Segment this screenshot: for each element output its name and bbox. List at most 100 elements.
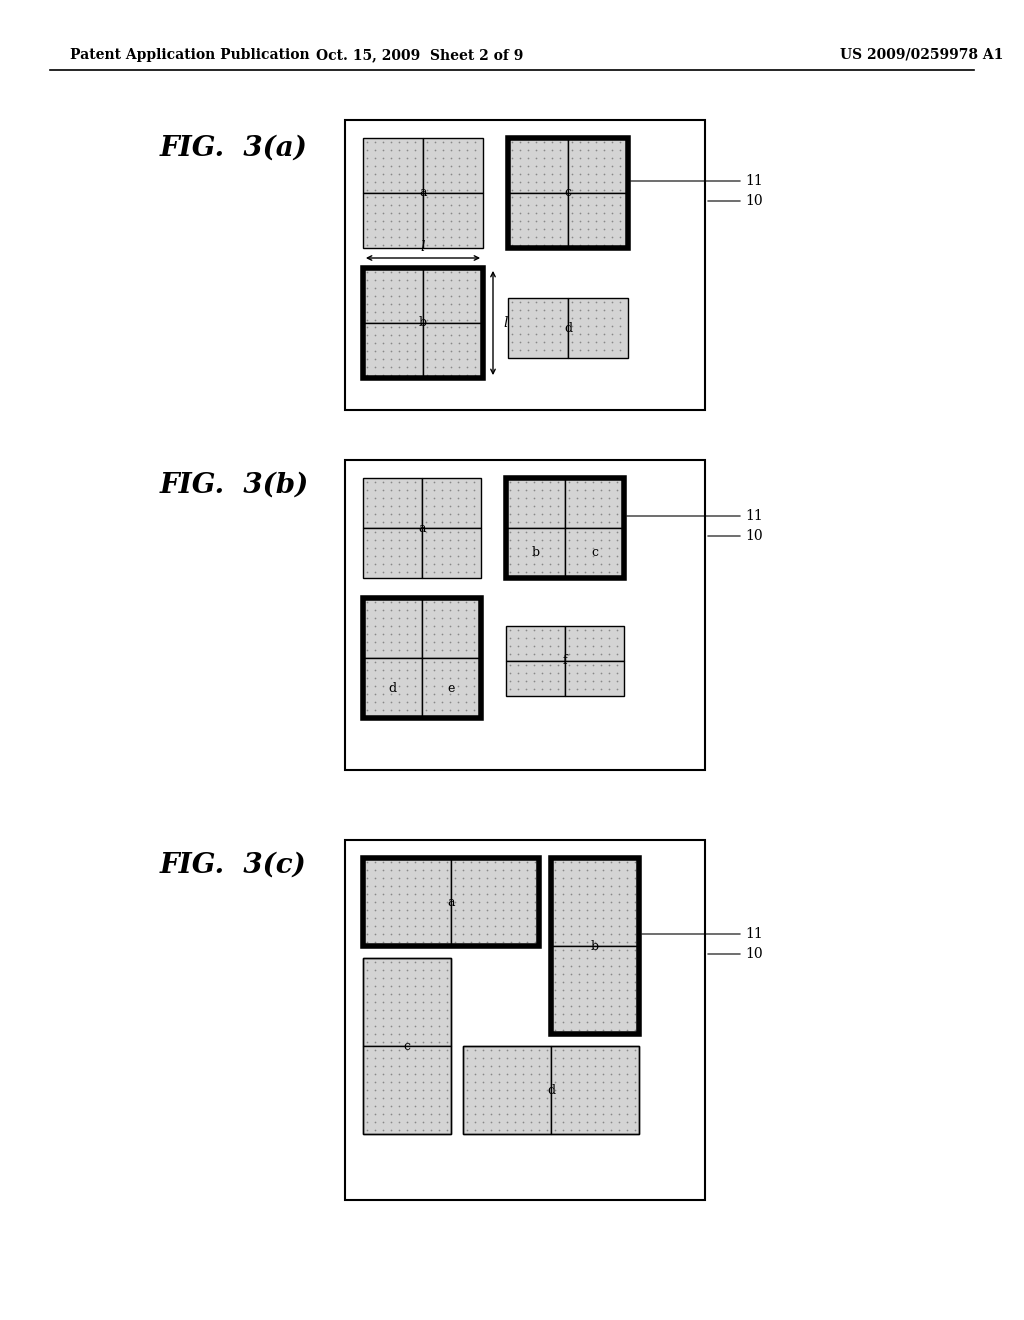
Point bbox=[375, 156, 391, 177]
Point bbox=[511, 932, 527, 953]
Point bbox=[391, 615, 408, 636]
Point bbox=[495, 891, 511, 912]
Point bbox=[479, 924, 496, 945]
Point bbox=[375, 132, 391, 153]
Point bbox=[358, 1096, 375, 1117]
Point bbox=[418, 631, 434, 652]
Point bbox=[398, 652, 415, 673]
Point bbox=[585, 553, 601, 574]
Point bbox=[391, 983, 408, 1005]
Point bbox=[458, 599, 474, 620]
Point bbox=[601, 545, 617, 566]
Point bbox=[459, 1088, 475, 1109]
Point bbox=[434, 615, 451, 636]
Bar bbox=[423, 268, 483, 323]
Point bbox=[415, 859, 431, 880]
Point bbox=[495, 916, 511, 937]
Bar bbox=[506, 528, 565, 578]
Point bbox=[555, 1064, 571, 1085]
Point bbox=[426, 623, 442, 644]
Point bbox=[398, 599, 415, 620]
Point bbox=[451, 285, 467, 306]
Point bbox=[439, 1048, 456, 1069]
Point bbox=[398, 180, 415, 201]
Point bbox=[383, 227, 399, 248]
Point bbox=[458, 676, 474, 697]
Point bbox=[570, 932, 587, 953]
Point bbox=[467, 140, 483, 161]
Point bbox=[439, 1088, 456, 1109]
Point bbox=[419, 186, 435, 207]
Point bbox=[358, 899, 375, 920]
Point bbox=[391, 132, 408, 153]
Point bbox=[459, 140, 475, 161]
Point bbox=[442, 317, 459, 338]
Point bbox=[427, 301, 443, 322]
Point bbox=[518, 671, 535, 692]
Point bbox=[375, 529, 391, 550]
Point bbox=[585, 643, 601, 664]
Point bbox=[358, 148, 375, 169]
Point bbox=[520, 331, 537, 352]
Point bbox=[550, 671, 566, 692]
Point bbox=[618, 940, 635, 961]
Point bbox=[587, 1088, 603, 1109]
Point bbox=[415, 1080, 431, 1101]
Point bbox=[499, 1080, 515, 1101]
Point bbox=[441, 537, 458, 558]
Point bbox=[534, 471, 550, 492]
Point bbox=[502, 503, 518, 524]
Point bbox=[561, 635, 578, 656]
Point bbox=[618, 1048, 635, 1069]
Point bbox=[398, 1072, 415, 1093]
Point bbox=[564, 235, 581, 256]
Point bbox=[391, 639, 408, 660]
Point bbox=[544, 164, 560, 185]
Text: b: b bbox=[419, 317, 427, 330]
Point bbox=[407, 325, 423, 346]
Point bbox=[391, 891, 408, 912]
Point bbox=[375, 235, 391, 256]
Point bbox=[595, 875, 611, 896]
Point bbox=[367, 132, 383, 153]
Point bbox=[587, 1080, 603, 1101]
Point bbox=[383, 891, 399, 912]
Point bbox=[439, 1039, 456, 1060]
Point bbox=[383, 591, 399, 612]
Point bbox=[564, 164, 581, 185]
Point bbox=[391, 968, 408, 989]
Point bbox=[375, 487, 391, 508]
Point bbox=[503, 859, 519, 880]
Point bbox=[434, 521, 451, 543]
Point bbox=[610, 1056, 627, 1077]
Point bbox=[398, 968, 415, 989]
Point bbox=[527, 315, 544, 337]
Point bbox=[407, 333, 423, 354]
Point bbox=[527, 227, 544, 248]
Point bbox=[358, 960, 375, 981]
Point bbox=[570, 1104, 587, 1125]
Point bbox=[518, 643, 535, 664]
Point bbox=[570, 859, 587, 880]
Point bbox=[367, 983, 383, 1005]
Point bbox=[555, 1111, 571, 1133]
Point bbox=[585, 529, 601, 550]
Point bbox=[391, 668, 408, 689]
Point bbox=[579, 995, 595, 1016]
Point bbox=[520, 202, 537, 223]
Point bbox=[512, 172, 528, 193]
Point bbox=[595, 867, 611, 888]
Point bbox=[383, 172, 399, 193]
Point bbox=[596, 132, 612, 153]
Point bbox=[450, 537, 466, 558]
Point bbox=[358, 1072, 375, 1093]
Point bbox=[367, 615, 383, 636]
Point bbox=[596, 339, 612, 360]
Point bbox=[518, 529, 535, 550]
Point bbox=[367, 495, 383, 516]
Point bbox=[427, 148, 443, 169]
Point bbox=[466, 684, 482, 705]
Point bbox=[463, 924, 479, 945]
Point bbox=[486, 899, 503, 920]
Point bbox=[618, 1003, 635, 1024]
